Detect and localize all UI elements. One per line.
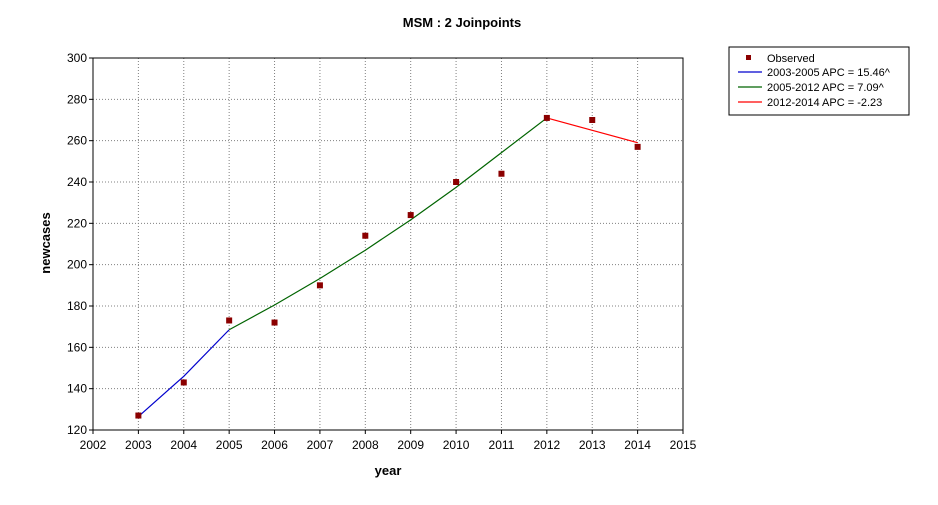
x-tick-label: 2004 <box>170 438 197 452</box>
x-tick-label: 2009 <box>397 438 424 452</box>
legend: Observed 2003-2005 APC = 15.46^ 2005-201… <box>728 46 910 116</box>
y-tick-label: 280 <box>67 92 87 106</box>
x-axis-title: year <box>375 463 402 478</box>
y-axis-ticks: 120 140 160 180 200 220 240 260 280 300 <box>67 51 93 437</box>
y-tick-label: 120 <box>67 423 87 437</box>
x-axis-ticks: 2002 2003 2004 2005 2006 2007 2008 2009 2010 2011… <box>80 430 697 452</box>
x-tick-label: 2007 <box>307 438 334 452</box>
plot-area-frame <box>92 57 684 431</box>
x-tick-label: 2006 <box>261 438 288 452</box>
y-tick-label: 140 <box>67 382 87 396</box>
legend-segment-3-label: 2012-2014 APC = -2.23 <box>767 97 882 109</box>
observed-point <box>271 319 278 326</box>
series-lines <box>137 117 638 418</box>
grid-lines <box>93 58 683 430</box>
observed-point <box>589 117 596 123</box>
y-tick-label: 180 <box>67 299 87 313</box>
observed-point <box>362 232 369 239</box>
legend-segment-1-label: 2003-2005 APC = 15.46^ <box>767 67 891 79</box>
observed-point <box>135 412 142 419</box>
segment-1-line <box>137 329 230 418</box>
legend-observed-label: Observed <box>767 53 815 65</box>
chart-title: MSM : 2 Joinpoints <box>403 15 521 30</box>
y-tick-label: 220 <box>67 216 87 230</box>
observed-point <box>226 317 233 324</box>
x-tick-label: 2012 <box>533 438 560 452</box>
legend-box <box>728 46 910 116</box>
y-axis-title: newcases <box>38 212 53 273</box>
x-tick-label: 2003 <box>125 438 152 452</box>
observed-point <box>543 114 550 121</box>
observed-point <box>407 212 414 219</box>
y-tick-label: 200 <box>67 258 87 272</box>
observed-point <box>316 282 323 289</box>
observed-points <box>135 114 641 419</box>
x-tick-label: 2015 <box>670 438 697 452</box>
x-tick-label: 2002 <box>80 438 107 452</box>
observed-point <box>634 143 641 150</box>
observed-point <box>180 379 187 386</box>
y-tick-label: 240 <box>67 175 87 189</box>
x-tick-label: 2013 <box>579 438 606 452</box>
y-tick-label: 260 <box>67 134 87 148</box>
observed-point <box>453 179 460 185</box>
x-tick-label: 2010 <box>443 438 470 452</box>
segment-3-line <box>546 117 638 144</box>
x-tick-label: 2005 <box>216 438 243 452</box>
x-tick-label: 2014 <box>624 438 651 452</box>
x-tick-label: 2008 <box>352 438 379 452</box>
observed-point <box>498 170 505 177</box>
legend-observed-marker <box>746 55 751 60</box>
y-tick-label: 160 <box>67 340 87 354</box>
x-tick-label: 2011 <box>489 438 515 452</box>
segment-2-line <box>228 117 548 331</box>
y-tick-label: 300 <box>67 51 87 65</box>
legend-segment-2-label: 2005-2012 APC = 7.09^ <box>767 82 885 94</box>
